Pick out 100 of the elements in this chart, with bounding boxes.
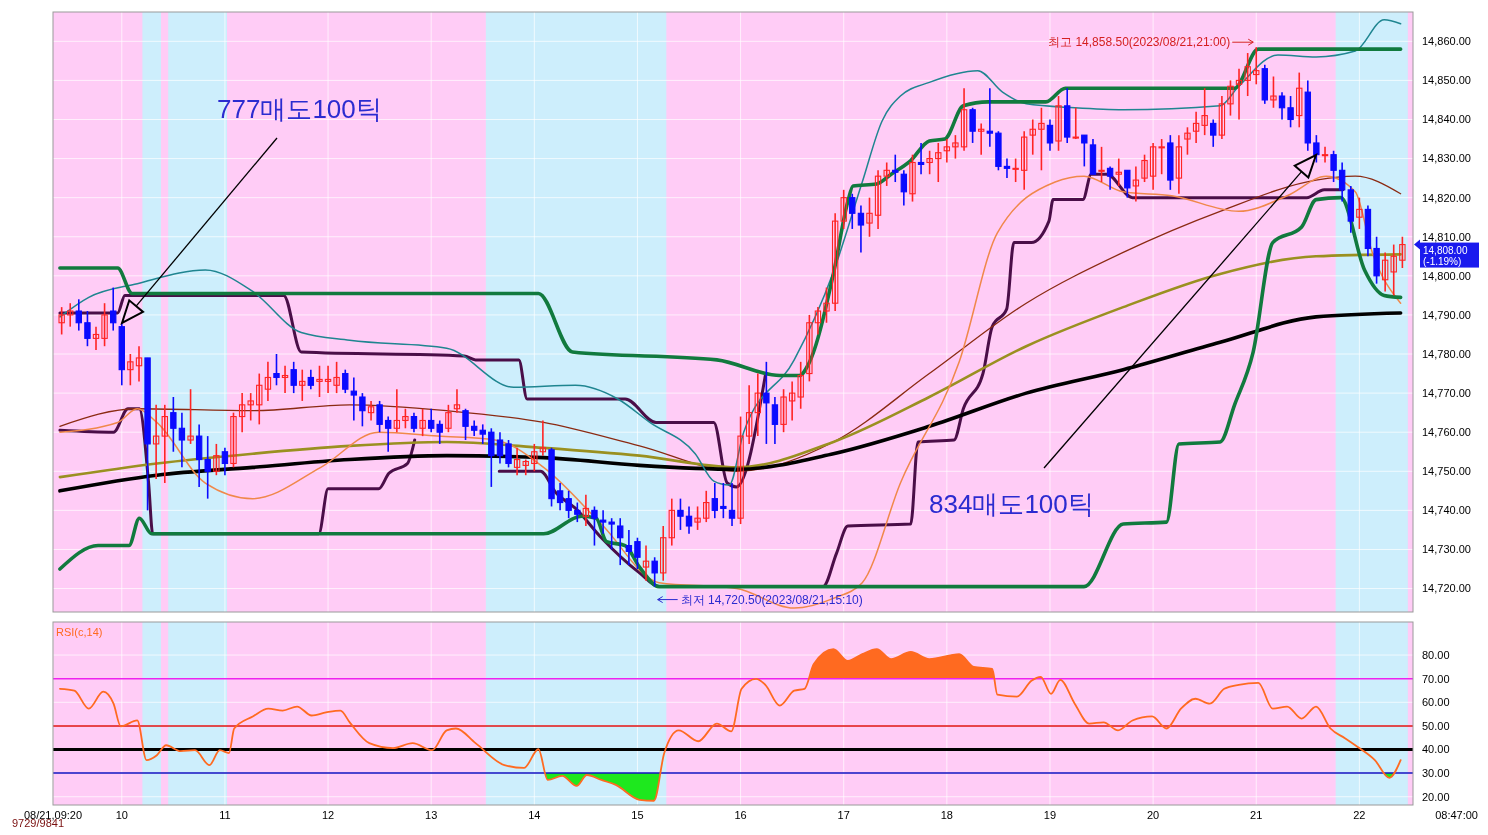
candlestick [685, 505, 693, 535]
annotation: 최고 14,858.50(2023/08/21,21:00) [1048, 35, 1231, 50]
candlestick [625, 529, 633, 566]
candlestick [1399, 235, 1406, 269]
x-tick-label: 12 [321, 809, 335, 821]
candlestick [1020, 130, 1028, 191]
annotation: 834매도100틱 [929, 489, 1094, 519]
candlestick [874, 169, 882, 230]
candlestick [238, 392, 246, 433]
candlestick [1184, 126, 1191, 156]
annotation: 777매도100틱 [217, 94, 382, 124]
candlestick [402, 407, 409, 430]
candlestick [634, 536, 641, 570]
candlestick [1244, 52, 1251, 97]
candlestick [299, 368, 306, 402]
candlestick [806, 314, 813, 383]
candlestick [384, 415, 392, 453]
candlestick [221, 447, 229, 476]
candlestick [986, 87, 994, 148]
candlestick [1287, 95, 1294, 129]
y-tick-label: 14,850.00 [1422, 74, 1471, 87]
candlestick [1270, 75, 1277, 109]
candlestick [694, 505, 701, 531]
x-tick-label: 16 [734, 809, 747, 821]
y-tick-label: 14,760.00 [1422, 426, 1471, 439]
y-tick-label: 30.00 [1422, 766, 1450, 779]
candlestick [170, 396, 177, 453]
y-tick-label: 14,840.00 [1422, 113, 1471, 126]
y-tick-label: 14,730.00 [1422, 543, 1471, 556]
candlestick [763, 361, 770, 445]
candlestick [599, 509, 607, 535]
candlestick [1227, 79, 1234, 117]
y-tick-label: 14,770.00 [1422, 386, 1471, 399]
x-tick-label: 22 [1353, 809, 1366, 821]
y-tick-label: 14,830.00 [1422, 152, 1471, 165]
candlestick [290, 361, 297, 394]
candlestick [58, 306, 65, 336]
candlestick [1313, 134, 1320, 164]
candlestick [917, 142, 925, 176]
candlestick [943, 138, 951, 164]
candlestick [582, 493, 590, 527]
candlestick [342, 368, 349, 394]
candlestick [754, 372, 762, 437]
candlestick [771, 396, 779, 445]
line-series [59, 175, 1402, 472]
candlestick [393, 388, 401, 433]
candlestick [857, 204, 865, 254]
candlestick [522, 458, 529, 476]
text: 08:47:00 [1435, 809, 1478, 821]
candlestick [84, 310, 91, 347]
candlestick [1278, 91, 1286, 121]
candlestick [1012, 157, 1019, 183]
candlestick [883, 161, 890, 187]
line-series [58, 311, 1403, 493]
candlestick [1003, 157, 1011, 179]
candlestick [92, 325, 100, 351]
candlestick [436, 419, 443, 445]
x-tick-label: 15 [631, 809, 644, 821]
candlestick [651, 556, 658, 588]
candlestick [247, 392, 254, 422]
candlestick [797, 361, 804, 410]
x-tick-label: 19 [1043, 809, 1057, 821]
y-tick-label: 60.00 [1422, 696, 1450, 709]
candlestick [513, 447, 521, 476]
y-tick-label: 70.00 [1422, 672, 1450, 685]
candlestick [1141, 153, 1148, 183]
candlestick [410, 411, 418, 433]
candlestick [1038, 106, 1045, 172]
candlestick [152, 404, 160, 480]
candlestick [565, 490, 572, 519]
candlestick [1218, 95, 1226, 140]
candlestick [840, 189, 847, 230]
candlestick [187, 388, 194, 445]
line-series [59, 19, 1402, 486]
candlestick [1106, 165, 1114, 191]
candlestick [900, 169, 908, 207]
candlestick [1124, 169, 1131, 199]
candlestick [866, 196, 873, 238]
y-tick-label: 40.00 [1422, 743, 1450, 756]
candlestick [1338, 161, 1346, 203]
candlestick [256, 372, 263, 426]
candlestick [1098, 146, 1105, 183]
candlestick [1356, 196, 1363, 230]
line-series [58, 293, 767, 489]
candlestick [849, 192, 856, 230]
candlestick [1158, 138, 1165, 176]
x-tick-label: 17 [837, 809, 850, 821]
candlestick [608, 517, 615, 551]
candlestick [488, 427, 495, 488]
x-tick-label: 18 [940, 809, 953, 821]
y-tick-label: 14,750.00 [1422, 465, 1471, 478]
candlestick [788, 380, 796, 422]
candlestick [350, 376, 358, 422]
y-tick-label: 50.00 [1422, 719, 1450, 732]
y-tick-label: 14,820.00 [1422, 191, 1471, 204]
y-tick-label: 14,780.00 [1422, 347, 1471, 360]
candlestick [462, 407, 469, 441]
candlestick [892, 153, 899, 183]
candlestick [1046, 118, 1054, 152]
candlestick [1201, 87, 1208, 136]
